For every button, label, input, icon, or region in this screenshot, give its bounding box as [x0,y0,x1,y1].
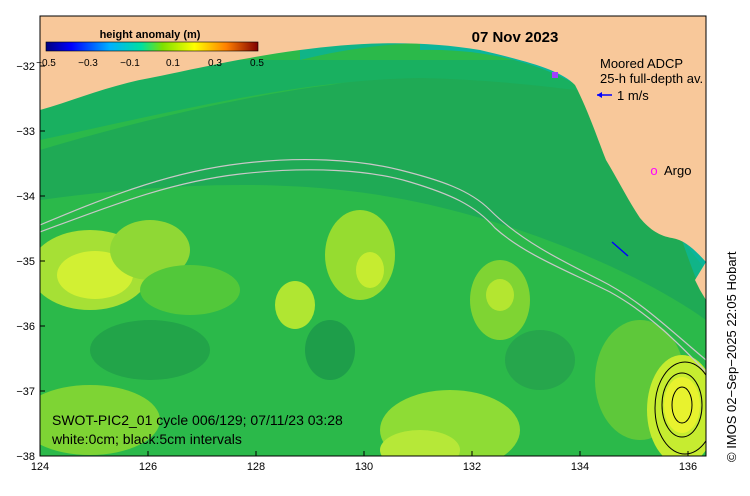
y-tick-label: −32 [16,61,35,73]
x-tick-label: 132 [463,461,481,473]
y-tick-label: −33 [16,126,35,138]
map-area [40,16,706,456]
y-tick-label: −38 [16,451,35,463]
north-band [40,60,706,140]
x-tick-label: 134 [571,461,589,473]
x-tick-label: 126 [139,461,157,473]
colorbar-tick: −0.5 [36,58,56,69]
argo-label: Argo [664,163,691,178]
shelf-contour [40,158,706,361]
y-tick-label: −36 [16,321,35,333]
mooring-site [552,72,558,78]
scale-label: 1 m/s [617,88,649,103]
y-tick-label: −37 [16,386,35,398]
x-tick-label: 130 [355,461,373,473]
x-axis: 124 126 128 130 132 134 136 [31,451,697,473]
caption-line-1: SWOT-PIC2_01 cycle 006/129; 07/11/23 03:… [52,412,343,428]
colorbar-ramp [45,41,259,52]
x-tick-label: 136 [679,461,697,473]
map-date: 07 Nov 2023 [472,29,559,46]
y-tick-label: −35 [16,256,35,268]
adcp-legend: Moored ADCP 25-h full-depth av. 1 m/s [597,56,703,103]
colorbar-tick: −0.3 [78,58,98,69]
y-axis: −32 −33 −34 −35 −36 −37 −38 [16,61,45,463]
caption-line-2: white:0cm; black:5cm intervals [51,431,242,447]
map-frame [39,15,707,457]
adcp-title: Moored ADCP [600,56,683,71]
colorbar-tick: 0.3 [208,58,222,69]
land-australia [40,16,706,262]
credit-label: © IMOS 02−Sep−2025 22:05 Hobart [724,251,739,463]
x-tick-label: 124 [31,461,49,473]
colorbar-tick: 0.5 [250,58,264,69]
colorbar: height anomaly (m) −0.5 −0.3 −0.1 0.1 0.… [36,29,264,69]
colorbar-tick: −0.1 [120,58,140,69]
shelf-band [40,73,706,321]
y-tick-label: −34 [16,191,35,203]
scale-arrowhead [597,92,602,98]
colorbar-tick: 0.1 [166,58,180,69]
adcp-subtitle: 25-h full-depth av. [600,71,703,86]
argo-marker: o [650,163,657,178]
mooring-vector [611,241,629,257]
colorbar-title: height anomaly (m) [100,29,201,41]
x-tick-label: 128 [247,461,265,473]
argo-legend: o Argo [650,163,691,178]
